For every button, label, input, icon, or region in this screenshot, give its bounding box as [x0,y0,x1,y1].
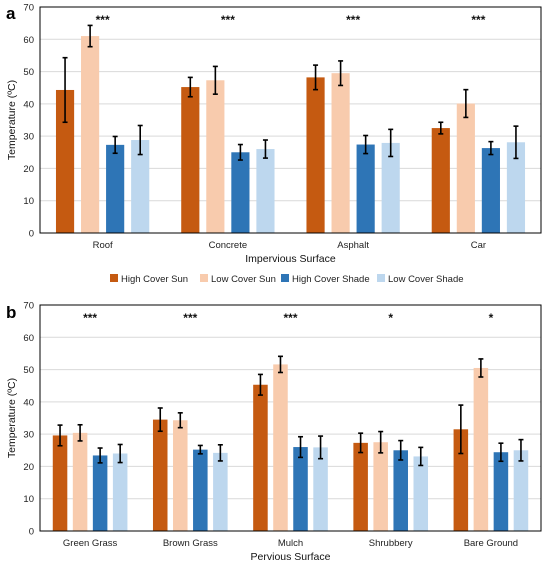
panel-b-bar [253,384,268,531]
legend-label: Low Cover Sun [211,274,276,285]
panel-a-bar [306,77,325,233]
panel-b-bar [453,429,469,531]
legend-swatch [377,274,385,282]
panel-b-ytick-label: 60 [23,333,34,344]
legend-label: Low Cover Shade [388,274,464,285]
panel-b-bar [52,435,68,531]
panel-a-ytick-label: 0 [29,229,34,240]
panel-b-ytick-label: 10 [23,494,34,505]
panel-a-bar [331,73,350,233]
panel-b-ytick-label: 0 [29,527,34,538]
panel-a-ytick-label: 60 [23,35,34,46]
panel-a-ytick-label: 50 [23,67,34,78]
legend-swatch [281,274,289,282]
panel-b-category-label: Mulch [278,538,303,549]
panel-b-ytick-label: 30 [23,430,34,441]
panel-a-significance-label: *** [96,13,110,27]
panel-b-y-axis-title: Temperature (ºC) [6,378,18,458]
panel-b-bar [393,450,408,531]
panel-a-ytick-label: 10 [23,196,34,207]
panel-b-significance-label: *** [183,311,197,325]
panel-b-bar [72,432,88,531]
panel-b-category-label: Shrubbery [369,538,413,549]
panel-a-bar [381,142,400,233]
panel-a-significance-label: *** [346,13,360,27]
legend: High Cover Sun Low Cover Sun High Cover Sh… [110,274,464,285]
legend-swatch [200,274,208,282]
panel-a-category-label: Asphalt [337,240,369,251]
panel-a-chart: 0 10 20 30 40 50 60 70 *** Roof *** Concrete *** Asph… [6,3,542,265]
panel-a-plot-frame [39,6,542,234]
legend-swatch [110,274,118,282]
panel-a-ytick-label: 40 [23,99,34,110]
panel-b-ytick-label: 40 [23,397,34,408]
panel-b-plot-frame [39,304,542,532]
panel-b-chart: 0 10 20 30 40 50 60 70 *** Green Grass *** Brown Gr… [6,301,542,563]
panel-a-significance-label: *** [471,13,485,27]
panel-b-bar [92,455,108,531]
panel-b-bar [493,452,509,531]
panel-b-bar [213,452,228,531]
legend-label: High Cover Shade [292,274,370,285]
panel-b-category-label: Green Grass [63,538,118,549]
panel-a-bar [356,144,375,233]
panel-b-significance-label: * [388,311,393,325]
panel-b-bar [112,453,128,531]
panel-b-category-label: Brown Grass [163,538,218,549]
panel-a-significance-label: *** [221,13,235,27]
legend-label: High Cover Sun [121,274,188,285]
panel-b-bar [313,447,328,531]
panel-a-x-axis-title: Impervious Surface [245,253,336,265]
panel-a-bar [81,36,100,233]
panel-a-bar [231,152,250,233]
panel-a-ytick-label: 30 [23,132,34,143]
panel-a-bar [431,128,450,233]
panel-a-category-label: Concrete [209,240,248,251]
panel-b-bar [152,419,168,531]
panel-b-significance-label: *** [83,311,97,325]
panel-b-bar [413,456,429,531]
panel-b-bar [173,420,188,531]
panel-a-category-label: Roof [93,240,113,251]
panel-b-bar [293,447,308,531]
panel-a-letter: a [6,4,16,23]
panel-a-bar [456,103,475,233]
panel-a-bar [181,87,200,233]
panel-a-bar [106,144,125,233]
panel-b-letter: b [6,303,16,322]
panel-b-category-label: Bare Ground [464,538,518,549]
panel-b-ytick-label: 50 [23,365,34,376]
panel-a-bar [506,142,526,233]
panel-b-bar [193,449,208,531]
panel-a-bar [131,140,150,233]
panel-b-significance-label: *** [283,311,297,325]
panel-a-y-axis-title: Temperature (ºC) [6,80,18,160]
panel-a-category-label: Car [471,240,486,251]
panel-a-bar [55,89,75,233]
panel-a-bar [256,149,275,233]
panel-b-bar [373,442,388,531]
panel-b-bar [353,442,368,531]
panel-b-significance-label: * [489,311,494,325]
panel-b-bar [273,364,288,531]
panel-a-bar [481,148,500,233]
panel-b-ytick-label: 70 [23,301,34,312]
panel-a-ytick-label: 20 [23,164,34,175]
panel-b-bar [513,450,529,531]
panel-b-ytick-label: 20 [23,462,34,473]
panel-a-bar [206,80,225,233]
panel-a-ytick-label: 70 [23,3,34,14]
panel-b-x-axis-title: Pervious Surface [251,551,331,563]
panel-b-bar [473,367,489,531]
